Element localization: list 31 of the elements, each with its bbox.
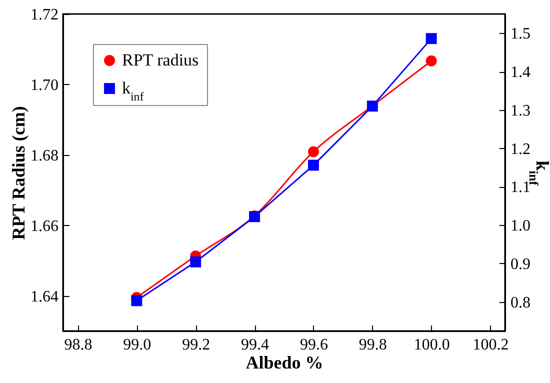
legend-label: k$_{inf}$ xyxy=(122,78,144,104)
y2-tick-label: 0.8 xyxy=(510,294,530,312)
point xyxy=(426,55,437,66)
y2-tick-label: 1.3 xyxy=(510,102,530,120)
y-tick-label: 1.70 xyxy=(30,76,58,94)
x-axis-title: Albedo % xyxy=(246,352,324,372)
x-tick-label: 98.8 xyxy=(64,336,92,354)
x-tick-label: 100.0 xyxy=(414,336,450,354)
y-tick-label: 1.68 xyxy=(30,147,58,164)
y-tick-label: 1.66 xyxy=(30,218,58,235)
point xyxy=(131,295,142,306)
x-tick-label: 99.6 xyxy=(300,336,328,354)
y2-tick-label: 1.2 xyxy=(510,140,530,158)
x-tick-label: 99.0 xyxy=(123,336,152,354)
y2-tick-label: 1.0 xyxy=(510,218,530,235)
y2-tick-label: 1.5 xyxy=(510,26,530,43)
point xyxy=(308,146,319,158)
legend-label: RPT radius xyxy=(122,50,199,70)
x-tick-label: 99.8 xyxy=(358,336,387,354)
point xyxy=(190,256,202,268)
y-tick-label: 1.72 xyxy=(30,6,58,24)
y-axis-title: RPT Radius (cm) xyxy=(8,106,28,240)
y-tick-label: 1.64 xyxy=(30,288,58,306)
point xyxy=(426,33,437,44)
y2-tick-label: 1.1 xyxy=(510,179,530,196)
y2-tick-label: 1.4 xyxy=(510,64,530,82)
x-tick-label: 100.2 xyxy=(472,336,509,354)
y2-tick-label: 0.9 xyxy=(510,256,530,273)
x-tick-label: 99.2 xyxy=(182,336,210,354)
x-tick-label: 99.4 xyxy=(241,336,270,354)
point xyxy=(308,160,319,171)
